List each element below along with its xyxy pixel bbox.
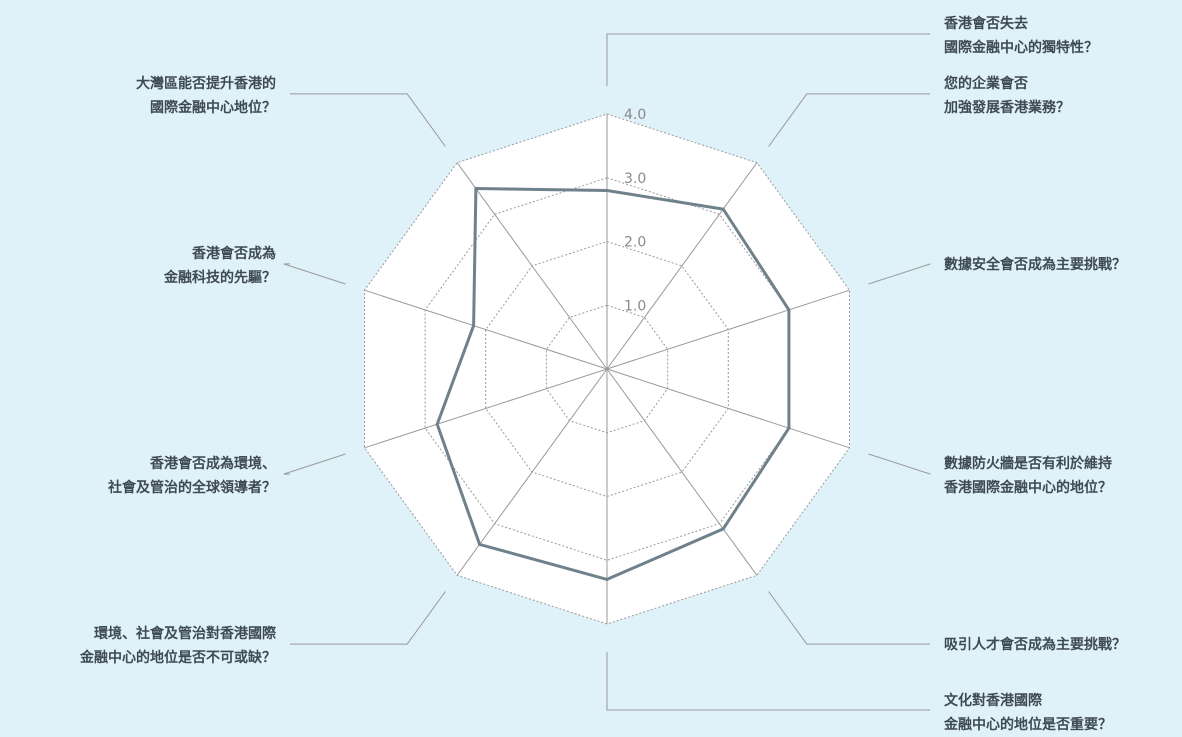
axis-label: 國際金融中心地位？ bbox=[150, 99, 276, 116]
tick-label: 3.0 bbox=[624, 171, 646, 187]
leader-line bbox=[283, 453, 346, 475]
axis-spoke bbox=[606, 368, 758, 576]
axis-label: 金融中心的地位是否重要？ bbox=[943, 716, 1112, 733]
axis-spoke bbox=[456, 162, 608, 370]
leader-line bbox=[606, 33, 930, 86]
series-point bbox=[474, 187, 478, 190]
axis-label: 香港會否成為環境、 bbox=[149, 455, 276, 472]
grid-ring bbox=[424, 177, 790, 561]
series-point bbox=[787, 308, 791, 312]
axis-spoke bbox=[364, 368, 608, 449]
leader-line bbox=[283, 263, 346, 285]
leader-line bbox=[290, 591, 446, 645]
axis-label: 大灣區能否提升香港的 bbox=[136, 75, 276, 92]
axis-label: 社會及管治的全球領導者？ bbox=[107, 479, 276, 496]
leader-line bbox=[868, 453, 931, 475]
axis-label: 國際金融中心的獨特性？ bbox=[944, 39, 1098, 56]
tick-label: 1.0 bbox=[624, 298, 646, 314]
tick-label: 2.0 bbox=[624, 235, 646, 251]
axis-spoke bbox=[606, 289, 850, 370]
axis-spoke bbox=[606, 368, 850, 449]
axis-spoke bbox=[606, 162, 758, 370]
axis-label: 數據安全會否成為主要挑戰？ bbox=[944, 256, 1126, 273]
leader-line bbox=[290, 93, 446, 147]
leader-line bbox=[606, 652, 930, 711]
series-point bbox=[435, 422, 439, 426]
axis-label: 吸引人才會否成為主要挑戰？ bbox=[944, 636, 1126, 653]
axis-label: 香港會否失去 bbox=[943, 15, 1028, 32]
axis-label: 香港會否成為 bbox=[191, 245, 276, 262]
axis-label: 金融科技的先驅？ bbox=[163, 269, 276, 286]
series-point bbox=[605, 577, 609, 581]
series-point bbox=[787, 426, 791, 430]
tick-label: 4.0 bbox=[624, 107, 646, 123]
axis-label: 金融中心的地位是否不可或缺？ bbox=[79, 649, 276, 666]
series-point bbox=[721, 207, 725, 211]
series-point bbox=[472, 324, 476, 328]
series-point bbox=[721, 527, 725, 531]
axis-label: 您的企業會否 bbox=[944, 75, 1028, 92]
axis-label: 文化對香港國際 bbox=[944, 692, 1043, 709]
leader-line bbox=[768, 591, 930, 645]
axis-spoke bbox=[456, 368, 608, 576]
series-point bbox=[478, 542, 482, 546]
axis-spoke bbox=[364, 289, 608, 370]
axis-label: 加強發展香港業務？ bbox=[943, 99, 1070, 116]
leader-line bbox=[768, 93, 930, 147]
axis-label: 數據防火牆是否有利於維持 bbox=[944, 455, 1112, 472]
leader-line bbox=[868, 263, 931, 285]
series-point bbox=[605, 189, 609, 192]
axis-label: 環境、社會及管治對香港國際 bbox=[94, 625, 277, 642]
axis-label: 香港國際金融中心的地位？ bbox=[943, 479, 1112, 496]
